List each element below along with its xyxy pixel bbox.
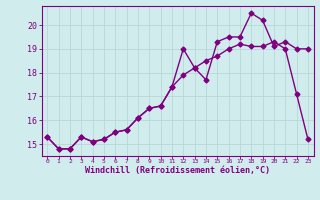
X-axis label: Windchill (Refroidissement éolien,°C): Windchill (Refroidissement éolien,°C) bbox=[85, 166, 270, 175]
